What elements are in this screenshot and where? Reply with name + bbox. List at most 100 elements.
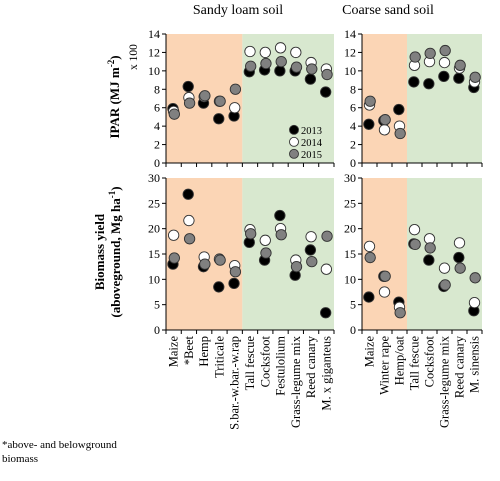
category-label: Maize	[363, 336, 377, 368]
point-2015	[469, 71, 481, 83]
point-2014	[438, 262, 451, 274]
y-tick-label: 10	[148, 64, 160, 78]
y-tick-label: 10	[344, 272, 356, 286]
point-2014	[259, 234, 271, 246]
y-tick-label: 14	[148, 27, 160, 41]
point-2013	[363, 118, 375, 130]
category-label: Festulolium	[274, 336, 288, 396]
point-2015	[229, 83, 242, 95]
point-2013	[408, 76, 420, 88]
point-2015	[364, 95, 376, 107]
y-tick-label: 0	[154, 323, 160, 337]
point-2013	[304, 244, 317, 256]
point-2015	[321, 230, 333, 242]
point-2015	[214, 254, 226, 266]
y-tick-label: 25	[148, 196, 160, 210]
y-tick-label: 30	[344, 171, 356, 185]
point-2015	[199, 258, 211, 270]
point-2014	[378, 286, 391, 298]
panel-bottom-right: 0 5 10 15 20 25 30 Maize Winter rape Hemp/oat Tall…	[344, 171, 483, 428]
category-label: Hemp/oat	[393, 335, 407, 385]
point-2015	[439, 44, 451, 57]
legend-marker-2013	[289, 124, 299, 135]
y-tick-label: 15	[148, 247, 160, 261]
point-2015	[424, 242, 436, 254]
y-tick-label: 25	[344, 196, 356, 210]
category-label: Reed canary	[304, 335, 318, 398]
point-2015	[394, 307, 406, 319]
y-tick-label: 8	[350, 82, 356, 96]
point-2013	[363, 291, 375, 303]
point-2013	[320, 86, 332, 98]
point-2013	[453, 72, 465, 84]
perennial-background	[242, 34, 334, 163]
point-2014	[274, 42, 287, 54]
category-label: Triticale	[212, 336, 226, 378]
category-label: Winter rape	[378, 336, 392, 395]
point-2014	[378, 124, 391, 136]
panel-bottom-left: 0 5 10 15 20 25 30 Maize *Beet Hemp Triticale S.bar…	[148, 171, 335, 430]
legend-marker-2014	[289, 136, 299, 147]
y-tick-label: 10	[344, 64, 356, 78]
point-2013	[453, 251, 465, 264]
point-2015	[306, 63, 318, 75]
y-tick-label: 20	[148, 222, 160, 236]
category-label: M. sinensis	[468, 336, 482, 393]
scale-note-left: x 100	[128, 44, 140, 70]
y-tick-label: 2	[350, 138, 356, 152]
legend-marker-2015	[289, 148, 299, 159]
point-2013	[320, 307, 332, 319]
legend-label: 2013	[301, 126, 322, 137]
y-tick-label: 8	[154, 82, 160, 96]
right-panel-title: Coarse sand soil	[342, 3, 434, 18]
panel-top-right: 0 2 4 6 8 10 12 14	[344, 27, 483, 170]
point-2015	[199, 90, 211, 102]
point-2015	[260, 247, 272, 259]
category-label: Tall fescue	[408, 336, 422, 391]
y-label-biomass-text: (aboveground, Mg ha	[108, 198, 123, 318]
point-2015	[229, 266, 242, 278]
point-2015	[183, 97, 196, 109]
category-label: Cocksfoot	[423, 335, 437, 387]
y-label-biomass-close: )	[108, 186, 123, 190]
point-2015	[275, 229, 287, 241]
perennial-background	[242, 178, 334, 330]
point-2015	[168, 252, 180, 264]
y-tick-label: 4	[154, 119, 160, 133]
chart-panels: 0246810121420132014201502468101214051015…	[148, 27, 483, 430]
point-2015	[469, 272, 481, 284]
point-2015	[409, 238, 421, 251]
point-2013	[274, 65, 286, 77]
point-2015	[290, 61, 303, 73]
category-label: Grass-legume mix	[289, 335, 303, 428]
point-2013	[182, 80, 194, 93]
category-label: *Beet	[182, 335, 196, 365]
y-tick-label: 5	[350, 298, 356, 312]
point-2015	[290, 261, 303, 273]
point-2014	[244, 45, 256, 58]
y-tick-label: 0	[350, 156, 356, 170]
point-2014	[229, 102, 241, 114]
y-tick-label: 2	[154, 138, 160, 152]
y-tick-label: 30	[148, 171, 160, 185]
point-2015	[454, 59, 466, 71]
footnote-line1: *above- and belowground	[2, 439, 117, 451]
y-label-ipar-sup: -2	[106, 59, 116, 67]
point-2014	[259, 46, 271, 59]
point-2015	[379, 270, 391, 282]
point-2014	[408, 224, 421, 236]
footnote-line2: biomass	[2, 453, 38, 465]
point-2015	[168, 108, 180, 120]
category-label: M. x giganteus	[319, 336, 333, 411]
point-2013	[423, 254, 435, 266]
point-2015	[424, 47, 436, 59]
point-2014	[363, 240, 376, 253]
y-tick-label: 6	[154, 101, 160, 115]
category-label: S.bar.-w.bar.-w.rap	[228, 336, 242, 430]
y-label-ipar: IPAR (MJ m-2)	[106, 55, 122, 138]
category-label: Hemp	[197, 336, 211, 367]
point-2014	[320, 263, 333, 275]
point-2014	[183, 214, 195, 227]
point-2014	[290, 46, 302, 59]
